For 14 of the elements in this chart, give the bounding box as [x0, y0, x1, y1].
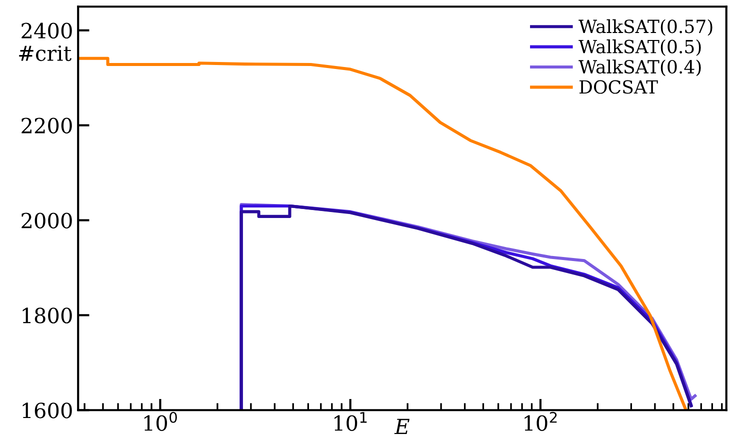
- y-tick-label: 2200: [22, 118, 72, 134]
- y-axis-title: #crit: [19, 45, 72, 62]
- y-tick-label: 1600: [22, 402, 72, 418]
- legend-label: WalkSAT(0.4): [578, 60, 701, 76]
- legend-label: WalkSAT(0.57): [578, 19, 712, 36]
- y-tick-label: 2400: [22, 22, 72, 39]
- x-tick-label: 10$^{2}$: [524, 412, 557, 431]
- y-tick-label: 2000: [22, 212, 72, 228]
- legend-label: DOCSAT: [580, 80, 658, 94]
- y-tick-label: 1800: [22, 308, 72, 324]
- x-tick-label: 10$^{0}$: [144, 412, 177, 431]
- legend-label: WalkSAT(0.5): [578, 39, 701, 56]
- x-tick-label: 10$^{1}$: [334, 412, 367, 431]
- x-axis-title: E: [394, 418, 410, 434]
